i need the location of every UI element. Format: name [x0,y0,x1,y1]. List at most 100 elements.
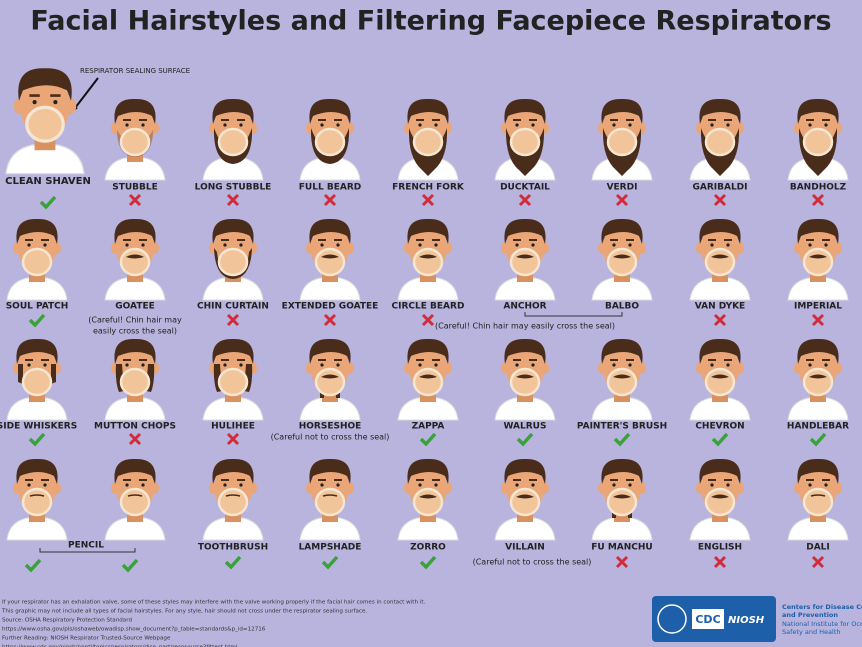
note: (Careful! Chin hair may easily cross the… [435,322,615,331]
shirt [787,277,849,301]
style-label: CIRCLE BEARD [392,302,465,312]
check-mark [613,432,631,447]
mustache [613,374,631,379]
style-label: HANDLEBAR [787,422,849,432]
shirt [5,144,85,175]
hair [407,218,449,244]
agency: and Prevention [782,611,838,619]
style-label: ZORRO [410,543,446,553]
title: Facial Hairstyles and Filtering Facepiec… [30,6,831,37]
face [6,338,68,421]
shirt [104,277,166,301]
respirator [217,127,249,157]
face [494,338,556,421]
footer-line: Source: OSHA Respiratory Protection Stan… [2,618,132,624]
shirt [591,397,653,421]
eye [43,363,47,367]
face [494,458,556,541]
style-label: CLEAN SHAVEN [5,176,91,187]
style-label: SIDE WHISKERS [0,422,77,432]
eye [27,363,31,367]
eye [434,483,438,487]
face [689,98,751,181]
note: easily cross the seal) [93,327,177,336]
face [397,458,459,541]
annotation-arrow [71,77,99,113]
shirt [6,397,68,421]
hair [797,338,839,364]
face [494,98,556,181]
hair [504,338,546,364]
face [591,218,653,301]
hair [407,98,449,124]
eye [824,483,828,487]
institute: Safety and Health [782,628,841,636]
note: (Careful not to cross the seal) [473,558,592,567]
style-label: GOATEE [115,302,155,312]
eye [320,123,324,127]
eye [726,363,730,367]
face [397,218,459,301]
respirator [217,247,249,277]
mustache [613,254,631,259]
check-mark [516,432,534,447]
eye [808,483,812,487]
style-label: IMPERIAL [794,302,842,312]
check-mark [28,313,46,328]
eye [320,363,324,367]
face [202,458,264,541]
respirator [217,367,249,397]
hair [699,458,741,484]
eye [628,363,632,367]
respirator [606,247,638,277]
eye [612,123,616,127]
hhs-seal [657,604,687,634]
eye [141,243,145,247]
respirator [21,247,53,277]
mustache [809,254,827,259]
respirator [802,247,834,277]
eye [43,483,47,487]
mustache [711,254,729,259]
style-label: LONG STUBBLE [195,183,272,193]
mustache [419,374,437,379]
footer-line: This graphic may not include all types o… [1,609,367,615]
eye [53,100,58,105]
style-label: HORSESHOE [299,422,362,432]
hair [212,218,254,244]
eye [612,483,616,487]
eye [531,483,535,487]
shirt [397,277,459,301]
face [299,338,361,421]
hair [601,218,643,244]
eye [336,483,340,487]
style-label: ANCHOR [503,302,546,312]
face [787,98,849,181]
style-label: WALRUS [504,422,547,432]
cross-mark [128,193,142,207]
eye [434,363,438,367]
cross-mark [811,555,825,569]
shirt [6,517,68,541]
hair [114,458,156,484]
cross-mark [323,313,337,327]
note: (Careful! Chin hair may [88,316,182,325]
face [202,218,264,301]
eye [434,243,438,247]
hair [699,338,741,364]
mustache [29,494,45,497]
style-label: VILLAIN [505,543,545,553]
cross-mark [713,555,727,569]
eye [515,243,519,247]
shirt [104,397,166,421]
hair [797,218,839,244]
hair [212,98,254,124]
eye [27,483,31,487]
style-label: GARIBALDI [692,183,747,193]
hair [309,458,351,484]
logo: CDC NIOSH Centers for Disease Control an… [652,596,862,642]
shirt [591,277,653,301]
hair [212,458,254,484]
shirt [494,397,556,421]
eye [824,123,828,127]
